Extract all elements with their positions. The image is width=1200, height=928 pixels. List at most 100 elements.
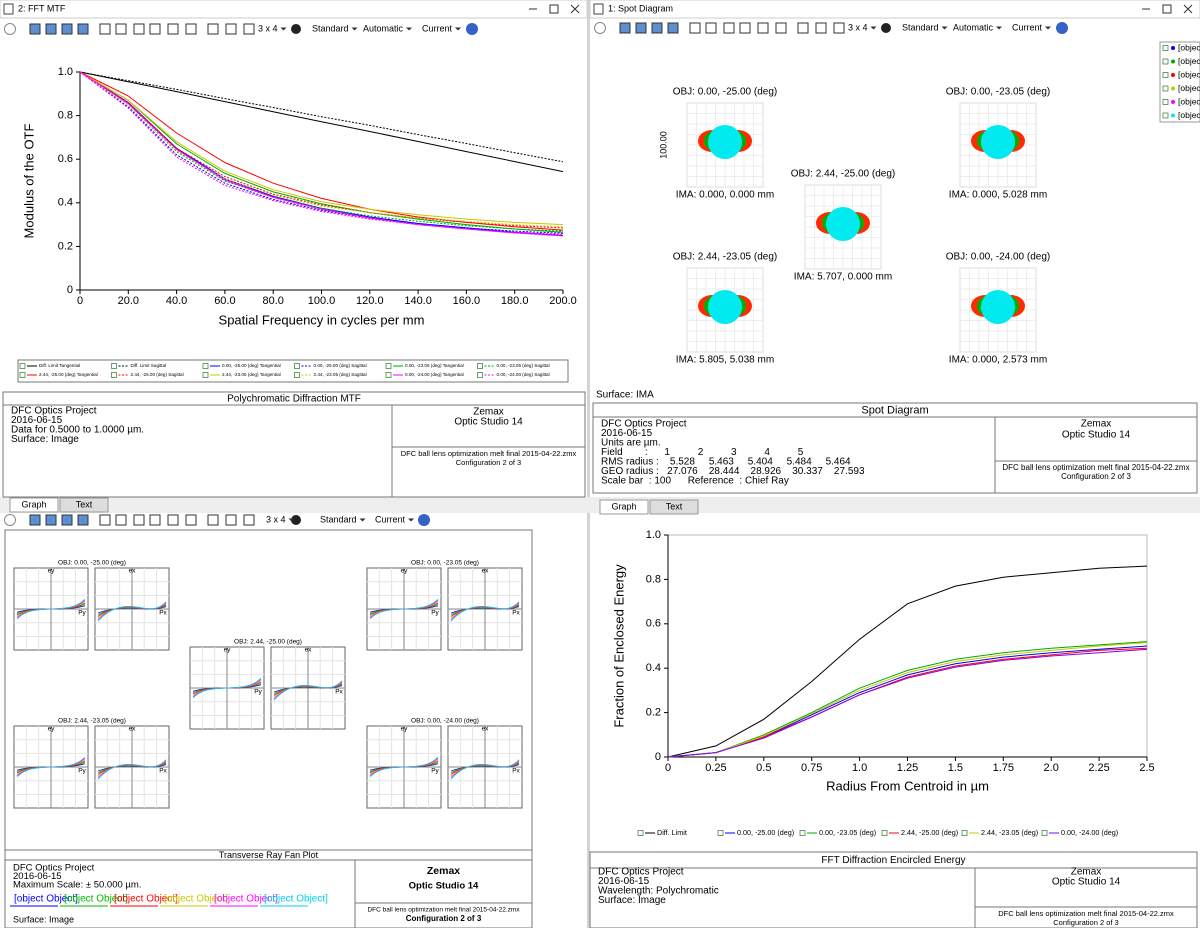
tab[interactable] bbox=[59, 497, 109, 513]
toolbar-label[interactable]: 3 x 4 bbox=[848, 22, 868, 32]
toolbar-icon[interactable] bbox=[689, 22, 701, 34]
legend-checkbox[interactable] bbox=[1041, 830, 1048, 836]
toolbar-icon[interactable] bbox=[797, 22, 809, 34]
toolbar-icon[interactable] bbox=[61, 514, 73, 526]
legend-checkbox[interactable] bbox=[961, 830, 968, 836]
spot bbox=[826, 207, 860, 241]
toolbar-icon[interactable] bbox=[833, 22, 845, 34]
toolbar-icon[interactable] bbox=[651, 22, 663, 34]
legend-checkbox[interactable] bbox=[1162, 99, 1169, 105]
toolbar-icon[interactable] bbox=[167, 514, 179, 526]
toolbar-icon[interactable] bbox=[705, 22, 717, 34]
toolbar-icon[interactable] bbox=[99, 514, 111, 526]
toolbar-icon[interactable] bbox=[619, 22, 631, 34]
toolbar-icon[interactable] bbox=[45, 514, 57, 526]
toolbar-icon[interactable] bbox=[115, 514, 127, 526]
dropdown-button[interactable] bbox=[594, 22, 606, 34]
toolbar-icon[interactable] bbox=[45, 23, 57, 35]
legend-checkbox[interactable] bbox=[202, 372, 209, 378]
legend-checkbox[interactable] bbox=[637, 830, 644, 836]
toolbar-label[interactable]: Current bbox=[422, 23, 453, 33]
toolbar-icon[interactable] bbox=[243, 23, 255, 35]
legend-checkbox[interactable] bbox=[385, 372, 392, 378]
toolbar-label[interactable]: Automatic bbox=[363, 23, 404, 33]
dropdown-button[interactable] bbox=[4, 514, 16, 526]
help-icon[interactable] bbox=[466, 23, 478, 35]
toolbar-icon[interactable] bbox=[77, 514, 89, 526]
toolbar-icon[interactable] bbox=[815, 22, 827, 34]
footer-file: DFC ball lens optimization melt final 20… bbox=[1002, 463, 1189, 472]
legend-label: 0.00, -24.00 (deg) Sagittal bbox=[497, 372, 550, 377]
legend-checkbox[interactable] bbox=[385, 363, 392, 369]
legend-checkbox[interactable] bbox=[294, 372, 300, 378]
toolbar-icon[interactable] bbox=[667, 22, 679, 34]
toolbar-icon[interactable] bbox=[207, 23, 219, 35]
toolbar-label[interactable]: Standard bbox=[312, 23, 349, 33]
footer-info: Field : 1 2 3 4 5 bbox=[601, 447, 804, 458]
toolbar-icon[interactable] bbox=[29, 23, 41, 35]
toolbar-icon[interactable] bbox=[167, 23, 179, 35]
toolbar-icon[interactable] bbox=[723, 22, 735, 34]
legend-checkbox[interactable] bbox=[799, 830, 806, 836]
toolbar-icon[interactable] bbox=[291, 24, 301, 34]
tab[interactable] bbox=[649, 499, 699, 515]
legend-checkbox[interactable] bbox=[111, 363, 117, 369]
legend-checkbox[interactable] bbox=[19, 363, 26, 369]
legend-checkbox[interactable] bbox=[881, 830, 888, 836]
legend-symbol bbox=[1171, 113, 1175, 118]
legend-checkbox[interactable] bbox=[111, 372, 117, 378]
toolbar-label[interactable]: 3 x 4 bbox=[266, 514, 286, 524]
toolbar-icon[interactable] bbox=[881, 23, 891, 33]
toolbar-icon[interactable] bbox=[243, 514, 255, 526]
toolbar-label[interactable]: Current bbox=[375, 514, 406, 524]
toolbar-icon[interactable] bbox=[115, 23, 127, 35]
toolbar-label[interactable]: Current bbox=[1012, 22, 1043, 32]
legend-checkbox[interactable] bbox=[1162, 45, 1169, 51]
legend-checkbox[interactable] bbox=[1162, 58, 1169, 65]
legend-checkbox[interactable] bbox=[294, 363, 300, 369]
toolbar-icon[interactable] bbox=[291, 515, 301, 525]
legend-checkbox[interactable] bbox=[717, 830, 724, 836]
toolbar-label[interactable]: Automatic bbox=[953, 22, 994, 32]
toolbar-icon[interactable] bbox=[133, 23, 145, 35]
footer-product: Optic Studio 14 bbox=[409, 881, 479, 892]
legend-checkbox[interactable] bbox=[202, 363, 209, 369]
legend-checkbox[interactable] bbox=[477, 363, 483, 369]
toolbar-icon[interactable] bbox=[757, 22, 769, 34]
axis-label: ey bbox=[48, 568, 56, 575]
toolbar-icon[interactable] bbox=[185, 23, 197, 35]
toolbar-label[interactable]: Standard bbox=[320, 514, 357, 524]
legend-checkbox[interactable] bbox=[477, 372, 483, 378]
toolbar-icon[interactable] bbox=[225, 23, 237, 35]
toolbar-icon[interactable] bbox=[635, 22, 647, 34]
toolbar-icon[interactable] bbox=[133, 514, 145, 526]
field-label: OBJ: 0.00, -23.05 (deg) bbox=[946, 87, 1051, 98]
legend-checkbox[interactable] bbox=[19, 372, 26, 378]
toolbar-icon[interactable] bbox=[225, 514, 237, 526]
toolbar-label[interactable]: 3 x 4 bbox=[258, 23, 278, 33]
axis-label: Py bbox=[78, 768, 86, 775]
toolbar-icon[interactable] bbox=[739, 22, 751, 34]
toolbar-icon[interactable] bbox=[149, 23, 161, 35]
toolbar-icon[interactable] bbox=[99, 23, 111, 35]
legend-checkbox[interactable] bbox=[1162, 112, 1169, 119]
legend-label: [object Object] bbox=[1178, 56, 1200, 66]
toolbar-icon[interactable] bbox=[61, 23, 73, 35]
toolbar-label[interactable]: Standard bbox=[902, 22, 939, 32]
toolbar-icon[interactable] bbox=[775, 22, 787, 34]
dropdown-button[interactable] bbox=[4, 23, 16, 35]
series-line bbox=[667, 648, 1148, 758]
x-tick-label: 1.75 bbox=[993, 762, 1014, 774]
help-icon[interactable] bbox=[1056, 22, 1068, 34]
legend-checkbox[interactable] bbox=[1162, 72, 1169, 78]
legend-label: 2.44, -23.05 (deg) Tangential bbox=[222, 372, 281, 377]
help-icon[interactable] bbox=[418, 514, 430, 526]
legend-checkbox[interactable] bbox=[1162, 85, 1169, 92]
tab[interactable] bbox=[599, 499, 649, 515]
toolbar-icon[interactable] bbox=[77, 23, 89, 35]
toolbar-icon[interactable] bbox=[207, 514, 219, 526]
toolbar-icon[interactable] bbox=[29, 514, 41, 526]
toolbar-icon[interactable] bbox=[149, 514, 161, 526]
tab[interactable] bbox=[9, 497, 59, 513]
toolbar-icon[interactable] bbox=[185, 514, 197, 526]
